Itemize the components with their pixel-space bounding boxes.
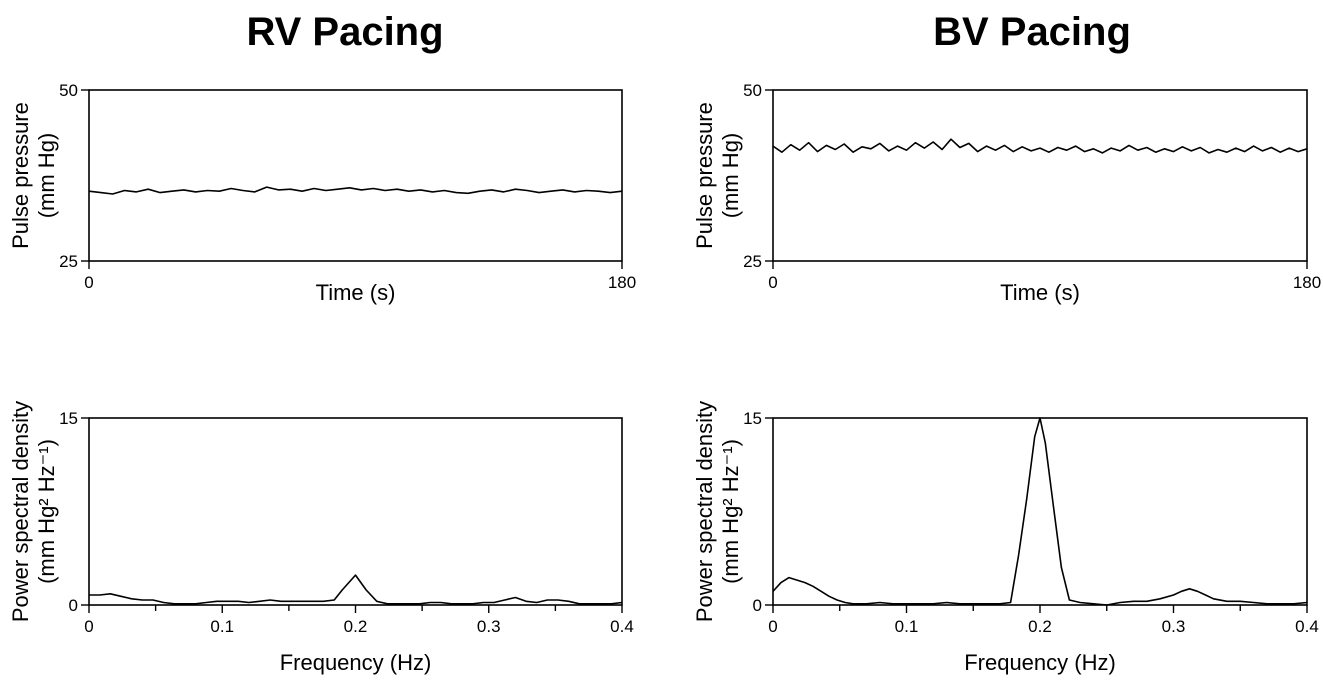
y-axis-title-line: (mm Hg) (718, 133, 743, 219)
y-tick-label: 15 (59, 409, 78, 428)
y-axis-title-line: Power spectral density (8, 401, 33, 622)
y-axis-title-line: Pulse pressure (8, 102, 33, 249)
plot-frame (88, 89, 623, 262)
x-tick-label: 0 (84, 273, 93, 292)
x-axis-title: Frequency (Hz) (280, 650, 432, 675)
x-axis-title: Frequency (Hz) (964, 650, 1116, 675)
x-tick-label: 0.3 (477, 617, 501, 636)
x-tick-label: 0.3 (1162, 617, 1186, 636)
x-tick-label: 180 (608, 273, 636, 292)
series-line (88, 186, 623, 195)
x-tick-label: 0 (84, 617, 93, 636)
x-axis-title: Time (s) (1000, 280, 1080, 305)
chart-title: RV Pacing (246, 10, 443, 54)
chart-panel-1: BV Pacing 25 50 0 180 Time (s) Pulse pressure(… (692, 10, 1321, 305)
x-tick-label: 0 (768, 273, 777, 292)
y-tick-label: 50 (59, 81, 78, 100)
chart-panel-0: RV Pacing 25 50 0 180 Time (s) Pulse pressure(… (8, 10, 636, 305)
x-tick-label: 0.1 (210, 617, 234, 636)
y-tick-label: 25 (59, 252, 78, 271)
plot-frame (772, 417, 1308, 606)
y-tick-label: 50 (743, 81, 762, 100)
x-tick-label: 0.2 (344, 617, 368, 636)
x-tick-label: 0.2 (1028, 617, 1052, 636)
x-axis-title: Time (s) (316, 280, 396, 305)
series-line (89, 574, 623, 605)
y-tick-label: 15 (743, 409, 762, 428)
y-axis-title-line: Power spectral density (692, 401, 717, 622)
x-tick-label: 0.4 (1295, 617, 1319, 636)
y-tick-label: 25 (743, 252, 762, 271)
series-line (772, 138, 1308, 154)
chart-panel-3: 0 15 0 0.1 0.2 0.3 0.4 Frequency (Hz) Power spec… (692, 401, 1319, 675)
x-tick-label: 0.1 (895, 617, 919, 636)
y-axis-title-line: (mm Hg² Hz⁻¹) (718, 439, 743, 584)
y-tick-label: 0 (69, 596, 78, 615)
x-tick-label: 0.4 (610, 617, 634, 636)
y-axis-title-line: (mm Hg) (34, 133, 59, 219)
chart-title: BV Pacing (933, 10, 1131, 54)
x-tick-label: 0 (768, 617, 777, 636)
plot-frame (88, 417, 623, 606)
chart-panel-2: 0 15 0 0.1 0.2 0.3 0.4 Frequency (Hz) Power spec… (8, 401, 634, 675)
y-axis-title-line: Pulse pressure (692, 102, 717, 249)
x-tick-label: 180 (1293, 273, 1321, 292)
y-tick-label: 0 (753, 596, 762, 615)
y-axis-title-line: (mm Hg² Hz⁻¹) (34, 439, 59, 584)
series-line (772, 417, 1308, 606)
plot-frame (772, 89, 1308, 262)
